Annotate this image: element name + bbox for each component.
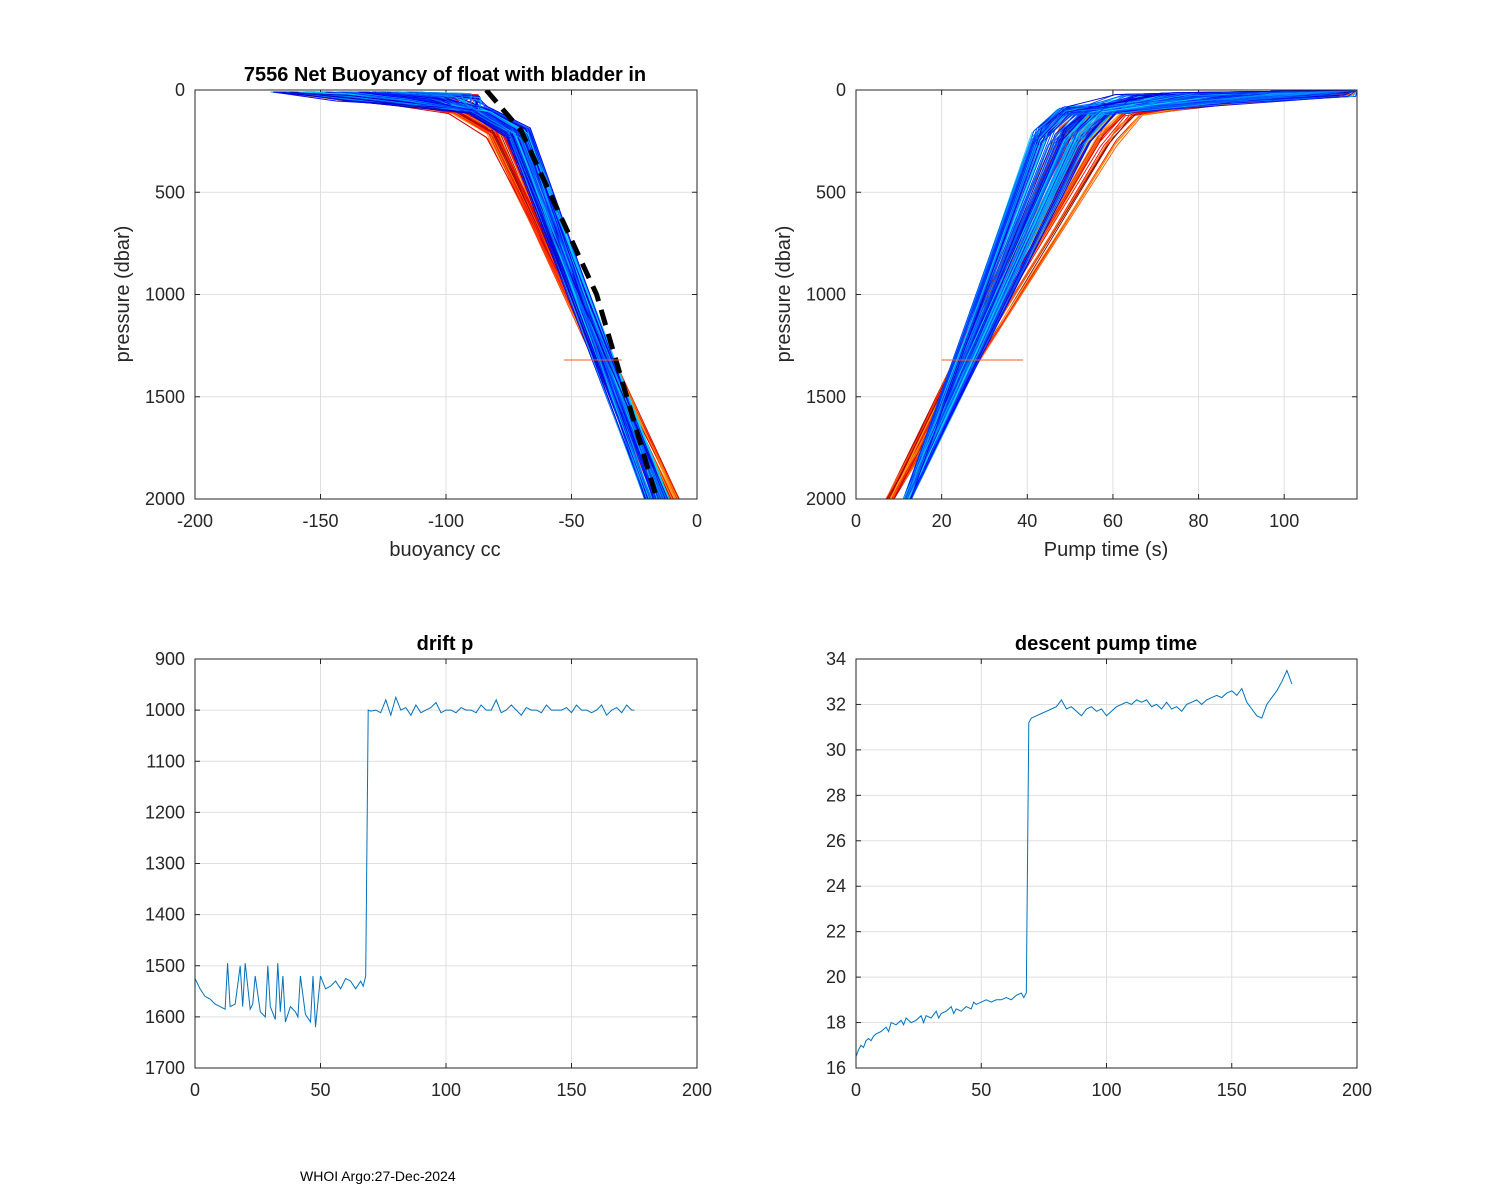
pump-xtick-label: 80 — [1189, 511, 1209, 531]
drift-title: drift p — [417, 633, 474, 655]
descent-xtick-label: 0 — [851, 1080, 861, 1100]
descent-ytick-label: 30 — [826, 740, 846, 760]
drift-ytick-label: 1400 — [145, 905, 185, 925]
pump-profile-line — [907, 90, 1357, 499]
drift-ytick-label: 1500 — [145, 956, 185, 976]
pump-ytick-label: 1500 — [806, 387, 846, 407]
buoyancy-fit-line — [484, 90, 660, 499]
buoyancy-data — [270, 90, 680, 499]
pump-profile-line — [908, 90, 1357, 499]
descent-series-line — [856, 669, 1293, 1057]
pump-xtick-label: 100 — [1269, 511, 1299, 531]
buoyancy-profile-line — [375, 91, 646, 499]
pump-profile-line — [910, 90, 1357, 499]
drift-data — [195, 695, 635, 1028]
buoyancy-panel: 7556 Net Buoyancy of float with bladder … — [112, 64, 702, 561]
drift-ytick-label: 1600 — [145, 1007, 185, 1027]
buoyancy-xtick-label: -200 — [177, 511, 213, 531]
drift-ytick-label: 1100 — [146, 751, 185, 771]
pump-xtick-label: 0 — [851, 511, 861, 531]
buoyancy-ytick-label: 0 — [175, 80, 185, 100]
buoyancy-profile-line — [281, 91, 647, 499]
descent-ytick-label: 28 — [826, 785, 846, 805]
drift-xtick-label: 0 — [190, 1080, 200, 1100]
pump-ytick-label: 2000 — [806, 489, 846, 509]
pump-xlabel: Pump time (s) — [1044, 539, 1168, 561]
pump-xtick-label: 40 — [1017, 511, 1037, 531]
pump-ytick-label: 0 — [836, 80, 846, 100]
drift-ytick-label: 1700 — [145, 1058, 185, 1078]
descent-data — [856, 669, 1293, 1057]
drift-xtick-label: 50 — [310, 1080, 330, 1100]
pump-profile-line — [908, 90, 1357, 499]
buoyancy-profile-line — [298, 91, 658, 499]
drift-xtick-label: 200 — [682, 1080, 712, 1100]
drift-ytick-label: 1000 — [145, 700, 185, 720]
buoyancy-xtick-label: -100 — [428, 511, 464, 531]
buoyancy-ytick-label: 1000 — [145, 285, 185, 305]
descent-axes-box — [855, 658, 1358, 1069]
descent-ytick-label: 34 — [826, 649, 846, 669]
descent-xtick-label: 100 — [1091, 1080, 1121, 1100]
drift-axes-box — [194, 658, 698, 1069]
buoyancy-xtick-label: -150 — [302, 511, 338, 531]
buoyancy-ytick-label: 1500 — [145, 387, 185, 407]
descent-ytick-label: 32 — [826, 694, 846, 714]
buoyancy-title: 7556 Net Buoyancy of float with bladder … — [244, 64, 646, 86]
drift-panel: drift p 0 50 100 150 200 900 1000 1100 1200 1300 1… — [145, 633, 712, 1100]
pump-xtick-label: 60 — [1103, 511, 1123, 531]
buoyancy-axes-box — [194, 89, 698, 500]
pump-axes-box — [855, 89, 1358, 500]
buoyancy-profile-line — [418, 91, 667, 499]
pump-ytick-label: 500 — [816, 182, 846, 202]
buoyancy-profile-line — [342, 91, 646, 499]
buoyancy-ytick-label: 500 — [155, 182, 185, 202]
buoyancy-profile-line — [386, 91, 655, 499]
buoyancy-xlabel: buoyancy cc — [389, 539, 500, 561]
buoyancy-ytick-label: 2000 — [145, 489, 185, 509]
pump-xtick-label: 20 — [932, 511, 952, 531]
descent-xtick-label: 200 — [1342, 1080, 1372, 1100]
descent-ytick-label: 18 — [826, 1013, 846, 1033]
footer-text: WHOI Argo:27-Dec-2024 — [300, 1168, 456, 1184]
buoyancy-xtick-label: 0 — [692, 511, 702, 531]
descent-title: descent pump time — [1015, 633, 1197, 655]
descent-ytick-label: 22 — [826, 922, 846, 942]
descent-ytick-label: 26 — [826, 831, 846, 851]
descent-ytick-label: 20 — [826, 967, 846, 987]
buoyancy-ylabel: pressure (dbar) — [112, 226, 134, 363]
pump-panel: Pump time (s) pressure (dbar) 0 20 40 60 80 1… — [773, 80, 1358, 561]
descent-ytick-label: 16 — [826, 1058, 846, 1078]
drift-ytick-label: 900 — [155, 649, 185, 669]
pump-data — [885, 90, 1357, 499]
descent-panel: descent pump time 0 50 100 150 200 16 18 20 22 24… — [826, 633, 1372, 1100]
pump-ylabel: pressure (dbar) — [773, 226, 795, 363]
drift-ytick-label: 1200 — [145, 802, 185, 822]
buoyancy-profile-line — [390, 91, 651, 499]
drift-xtick-label: 100 — [431, 1080, 461, 1100]
drift-xtick-label: 150 — [556, 1080, 586, 1100]
descent-xtick-label: 50 — [971, 1080, 991, 1100]
buoyancy-xtick-label: -50 — [558, 511, 584, 531]
pump-ytick-label: 1000 — [806, 285, 846, 305]
drift-ytick-label: 1300 — [145, 854, 185, 874]
drift-series-line — [195, 695, 635, 1028]
buoyancy-profile-line — [343, 91, 665, 499]
pump-profile-line — [905, 90, 1357, 499]
descent-xtick-label: 150 — [1217, 1080, 1247, 1100]
descent-ytick-label: 24 — [826, 876, 846, 896]
